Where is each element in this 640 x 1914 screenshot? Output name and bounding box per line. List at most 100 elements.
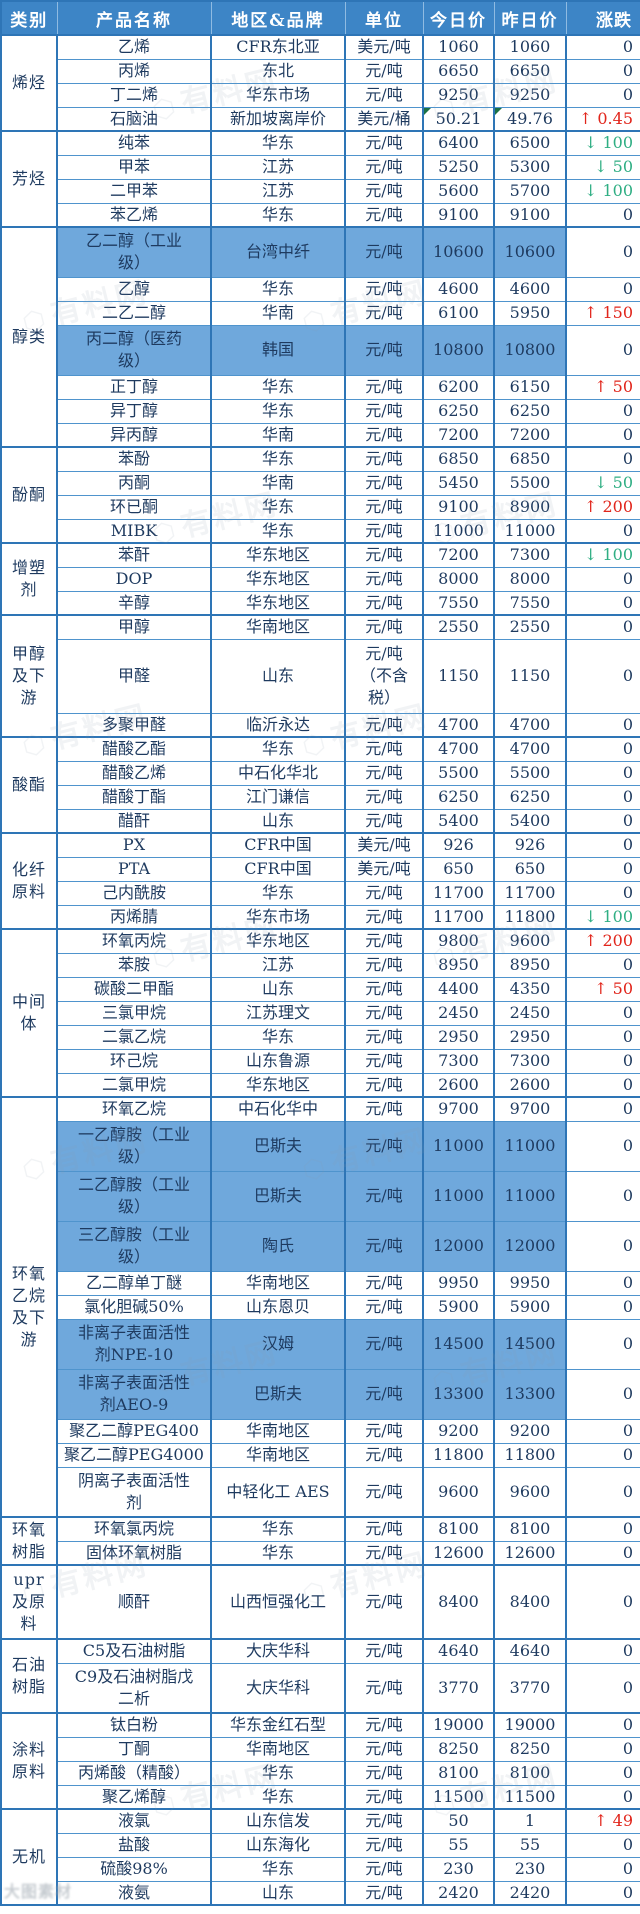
- change-cell: 0: [565, 202, 640, 228]
- product-name-cell: 二乙二醇: [56, 300, 212, 326]
- yesterday-price-cell: 926: [493, 832, 567, 858]
- region-cell: 华南地区: [210, 1442, 346, 1468]
- change-cell: 0: [565, 446, 640, 472]
- category-cell: 醇类: [0, 226, 58, 448]
- change-cell: 0: [565, 82, 640, 108]
- product-name-cell: 钛白粉: [56, 1712, 212, 1738]
- region-cell: 华东: [210, 1760, 346, 1786]
- yesterday-price-cell: 4600: [493, 276, 567, 302]
- yesterday-price-cell: 230: [493, 1856, 567, 1882]
- unit-cell: 元/吨: [344, 952, 424, 978]
- unit-cell: 元/吨: [344, 784, 424, 810]
- change-cell: 0: [565, 276, 640, 302]
- header-row: 类别 产品名称 地区&品牌 单位 今日价 昨日价 涨跌: [0, 0, 640, 36]
- change-cell: ↓ 50: [565, 154, 640, 180]
- region-cell: 汉姆: [210, 1318, 346, 1370]
- today-price-cell: 5400: [422, 808, 495, 834]
- table-row: PTA CFR中国 美元/吨 650 650 0: [1, 856, 640, 882]
- product-name-cell: C5及石油树脂: [56, 1638, 212, 1664]
- unit-cell: 美元/吨: [344, 34, 424, 60]
- today-price-cell: 7300: [422, 1048, 495, 1074]
- change-cell: 0: [565, 1048, 640, 1074]
- today-price-cell: 5900: [422, 1294, 495, 1320]
- unit-cell: 美元/吨: [344, 832, 424, 858]
- unit-cell: 元/吨: [344, 422, 424, 448]
- region-cell: 江苏理文: [210, 1000, 346, 1026]
- today-price-cell: 650: [422, 856, 495, 882]
- today-price-cell: 11800: [422, 1442, 495, 1468]
- unit-cell: 元/吨: [344, 1418, 424, 1444]
- table-row: 丙烯酸（精酸） 华东 元/吨 8100 8100 0: [1, 1760, 640, 1786]
- unit-cell: 元/吨: [344, 1712, 424, 1738]
- table-row: 烯烃 乙烯 CFR东北亚 美元/吨 1060 1060 0: [0, 34, 640, 132]
- today-price-cell: 2450: [422, 1000, 495, 1026]
- today-price-cell: 9600: [422, 1466, 495, 1518]
- product-name-cell: 乙二醇单丁醚: [56, 1270, 212, 1296]
- yesterday-price-cell: 11000: [493, 1120, 567, 1172]
- change-cell: 0: [565, 1880, 640, 1906]
- product-name-cell: 聚乙二醇PEG4000: [56, 1442, 212, 1468]
- product-name-cell: 甲醛: [56, 638, 212, 714]
- today-price-cell: 14500: [422, 1318, 495, 1370]
- unit-cell: 元/吨: [344, 614, 424, 640]
- table-row: 石脑油 新加坡离岸价 美元/桶 50.21 49.76 ↑ 0.45: [1, 106, 640, 132]
- header-yesterday-price: 昨日价: [493, 0, 567, 36]
- region-cell: 华东: [210, 880, 346, 906]
- region-cell: 山西恒强化工: [210, 1564, 346, 1640]
- change-cell: 0: [565, 1220, 640, 1272]
- product-name-cell: 乙醇: [56, 276, 212, 302]
- region-cell: 华东: [210, 736, 346, 762]
- product-name-cell: 碳酸二甲酯: [56, 976, 212, 1002]
- region-cell: 华东: [210, 374, 346, 400]
- today-price-cell: 7200: [422, 422, 495, 448]
- yesterday-price-cell: 1060: [493, 34, 567, 60]
- region-cell: 台湾中纤: [210, 226, 346, 278]
- product-name-cell: 多聚甲醛: [56, 712, 212, 738]
- yesterday-price-cell: 11800: [493, 904, 567, 930]
- unit-cell: 元/吨: [344, 1220, 424, 1272]
- product-name-cell: 一乙醇胺（工业 级）: [56, 1120, 212, 1172]
- unit-cell: 元/吨: [344, 1000, 424, 1026]
- today-price-cell: 55: [422, 1832, 495, 1858]
- yesterday-price-cell: 13300: [493, 1368, 567, 1420]
- category-cell: 无机: [0, 1808, 58, 1906]
- today-price-cell: 8000: [422, 566, 495, 592]
- product-name-cell: 环氧丙烷: [56, 928, 212, 954]
- category-cell: 酚酮: [0, 446, 58, 544]
- product-name-cell: 甲醇: [56, 614, 212, 640]
- change-cell: 0: [565, 1638, 640, 1664]
- today-price-cell: 11500: [422, 1784, 495, 1810]
- change-cell: 0: [565, 566, 640, 592]
- category-cell: 环氧 乙烷 及下 游: [0, 1096, 58, 1518]
- unit-cell: 元/吨: [344, 736, 424, 762]
- unit-cell: 元/吨: [344, 808, 424, 834]
- region-cell: 山东: [210, 976, 346, 1002]
- table-row: 乙二醇单丁醚 华南地区 元/吨 9950 9950 0: [1, 1270, 640, 1296]
- table-row: 涂料 原料 钛白粉 华东金红石型 元/吨 19000 19000 0: [0, 1712, 640, 1810]
- today-price-cell: 5250: [422, 154, 495, 180]
- unit-cell: 元/吨: [344, 904, 424, 930]
- table-row: 丙二醇（医药 级） 韩国 元/吨 10800 10800 0: [1, 324, 640, 376]
- region-cell: 华东: [210, 1024, 346, 1050]
- today-price-cell: 4700: [422, 736, 495, 762]
- region-cell: 巴斯夫: [210, 1368, 346, 1420]
- today-price-cell: 2600: [422, 1072, 495, 1098]
- today-price-cell: 9100: [422, 494, 495, 520]
- yesterday-price-cell: 2450: [493, 1000, 567, 1026]
- today-price-cell: 5600: [422, 178, 495, 204]
- change-cell: 0: [565, 1000, 640, 1026]
- change-cell: 0: [565, 1784, 640, 1810]
- table-row: 芳烃 纯苯 华东 元/吨 6400 6500 ↓ 100: [0, 130, 640, 228]
- table-row: 固体环氧树脂 华东 元/吨 12600 12600 0: [1, 1540, 640, 1566]
- yesterday-price-cell: 4700: [493, 712, 567, 738]
- unit-cell: 元/吨: [344, 1466, 424, 1518]
- change-cell: 0: [565, 712, 640, 738]
- yesterday-price-cell: 7550: [493, 590, 567, 616]
- change-cell: 0: [565, 324, 640, 376]
- table-row: 二乙二醇 华南 元/吨 6100 5950 ↑ 150: [1, 300, 640, 326]
- today-price-cell: 8100: [422, 1516, 495, 1542]
- today-price-cell: 8250: [422, 1736, 495, 1762]
- change-cell: ↓ 100: [565, 542, 640, 568]
- change-cell: 0: [565, 1024, 640, 1050]
- yesterday-price-cell: 5500: [493, 760, 567, 786]
